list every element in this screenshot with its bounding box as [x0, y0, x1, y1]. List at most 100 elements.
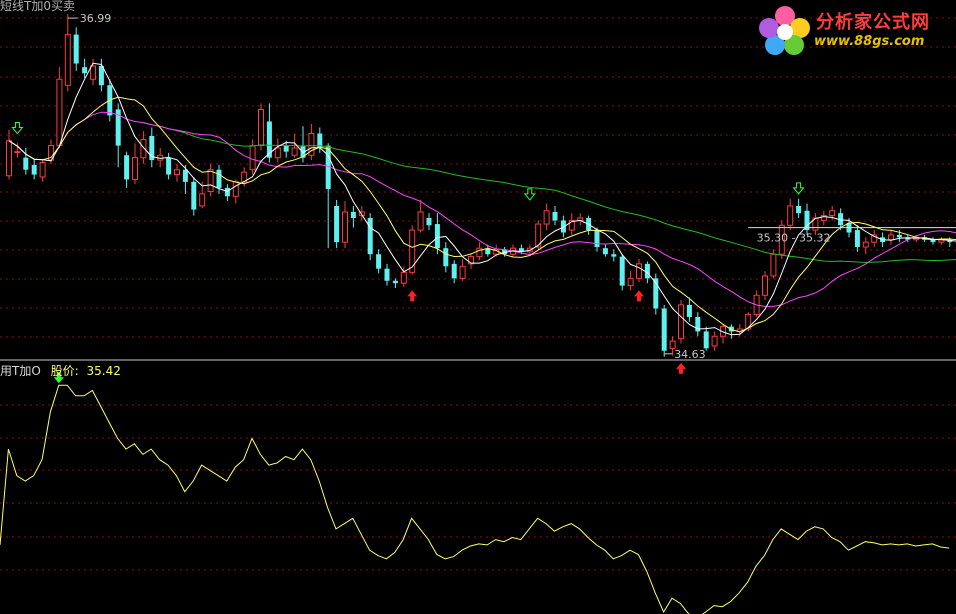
candle-body-up: [140, 139, 147, 159]
ma-fast-line: [8, 62, 956, 336]
candle-body-up: [636, 263, 642, 279]
candle-body-up: [871, 234, 878, 243]
candle-body-down: [191, 181, 197, 210]
candle-body-down: [502, 249, 508, 255]
candle-body-up: [342, 211, 348, 243]
candle-body-up: [174, 169, 180, 176]
candle-body-up: [787, 205, 794, 226]
candle-body-up: [762, 275, 768, 296]
range-label: 35.30 - 35.32: [757, 232, 831, 245]
sub-chart-header: 用T加O 股价: 35.42: [0, 362, 121, 379]
candle-body-up: [132, 157, 138, 180]
candle-body-up: [459, 265, 466, 279]
candle-body-down: [686, 304, 692, 317]
candle-body-down: [905, 237, 911, 240]
peak-arrow-icon: [53, 372, 64, 384]
candle-body-up: [400, 271, 407, 284]
candle-body-down: [124, 155, 130, 180]
candle-body-down: [619, 256, 625, 286]
candle-body-down: [804, 210, 810, 231]
candle-body-down: [367, 218, 373, 255]
flower-logo-icon: [759, 6, 810, 55]
signals-layer: [11, 122, 805, 374]
candle-body-down: [854, 230, 860, 247]
candle-body-down: [426, 218, 432, 226]
candle-body-up: [711, 335, 718, 347]
candle-body-up: [409, 229, 416, 273]
candle-body-down: [434, 224, 440, 249]
candle-body-up: [770, 253, 777, 277]
candle-body-down: [653, 278, 659, 309]
candle-body-down: [216, 169, 222, 188]
logo-url: www.88gs.com: [814, 34, 925, 49]
candle-body-up: [627, 277, 634, 287]
low-label: 34.63: [674, 348, 706, 361]
candle-body-up: [745, 314, 752, 330]
moving-averages-layer: [8, 62, 956, 336]
candle-body-up: [820, 215, 827, 221]
candle-body-up: [14, 151, 21, 154]
candle-body-down: [518, 248, 524, 252]
price-value: 35.42: [86, 364, 121, 378]
candle-body-down: [552, 211, 558, 221]
candle-body-up: [249, 145, 256, 171]
site-logo: 分析家公式网 www.88gs.com: [756, 2, 954, 58]
candle-body-down: [896, 234, 902, 238]
candle-body-down: [82, 67, 88, 74]
candle-body-down: [31, 164, 37, 175]
high-label: 36.99: [80, 12, 112, 25]
candle-body-down: [283, 145, 289, 152]
candle-body-down: [384, 268, 390, 281]
candle-body-up: [291, 147, 298, 156]
annotations-layer: 36.99 34.63 35.30 - 35.32: [67, 12, 956, 361]
candle-body-up: [56, 78, 63, 147]
candle-body-up: [6, 140, 12, 177]
candle-body-down: [317, 133, 323, 149]
candle-body-up: [476, 247, 483, 258]
candle-body-down: [838, 213, 844, 226]
candle-body-down: [350, 211, 356, 219]
candle-body-down: [392, 280, 398, 284]
candle-body-up: [258, 108, 264, 147]
ma-slow-line: [58, 111, 956, 307]
candle-body-down: [485, 248, 491, 255]
candle-body-up: [232, 181, 239, 197]
candle-body-up: [888, 234, 894, 241]
candle-body-up: [543, 210, 550, 225]
main-chart-title: 短线T加0买卖: [0, 0, 75, 13]
candle-body-up: [862, 241, 869, 248]
candle-body-down: [594, 230, 600, 247]
candle-body-down: [930, 239, 936, 243]
oscillator-line: [0, 384, 950, 614]
candle-body-down: [602, 248, 608, 255]
candle-body-up: [468, 256, 474, 265]
candle-body-down: [947, 239, 953, 243]
candle-body-up: [678, 304, 684, 340]
candle-body-down: [376, 254, 382, 269]
candle-body-down: [266, 121, 272, 158]
candle-body-up: [778, 224, 785, 255]
candle-body-down: [98, 65, 104, 86]
sell-arrow-icon: [792, 182, 805, 195]
logo-title: 分析家公式网: [816, 12, 930, 33]
ma-mid-line: [8, 96, 956, 333]
indicator-name: 用T加O: [0, 364, 41, 378]
candle-body-down: [661, 308, 667, 351]
candles-layer: [6, 14, 956, 357]
candle-body-down: [73, 34, 79, 64]
oscillator-layer: [0, 372, 950, 614]
candle-body-down: [796, 205, 802, 214]
candle-body-up: [308, 133, 315, 156]
grid-layer: [0, 17, 956, 571]
buy-arrow-icon: [407, 290, 418, 302]
candle-body-down: [611, 254, 617, 257]
candle-body-down: [325, 145, 331, 190]
candle-body-up: [535, 223, 542, 248]
candle-body-up: [207, 169, 214, 192]
candle-body-up: [669, 340, 676, 349]
candle-body-down: [166, 157, 172, 175]
candle-body-down: [644, 263, 650, 279]
candle-body-up: [199, 193, 206, 207]
candle-body-down: [451, 263, 457, 279]
